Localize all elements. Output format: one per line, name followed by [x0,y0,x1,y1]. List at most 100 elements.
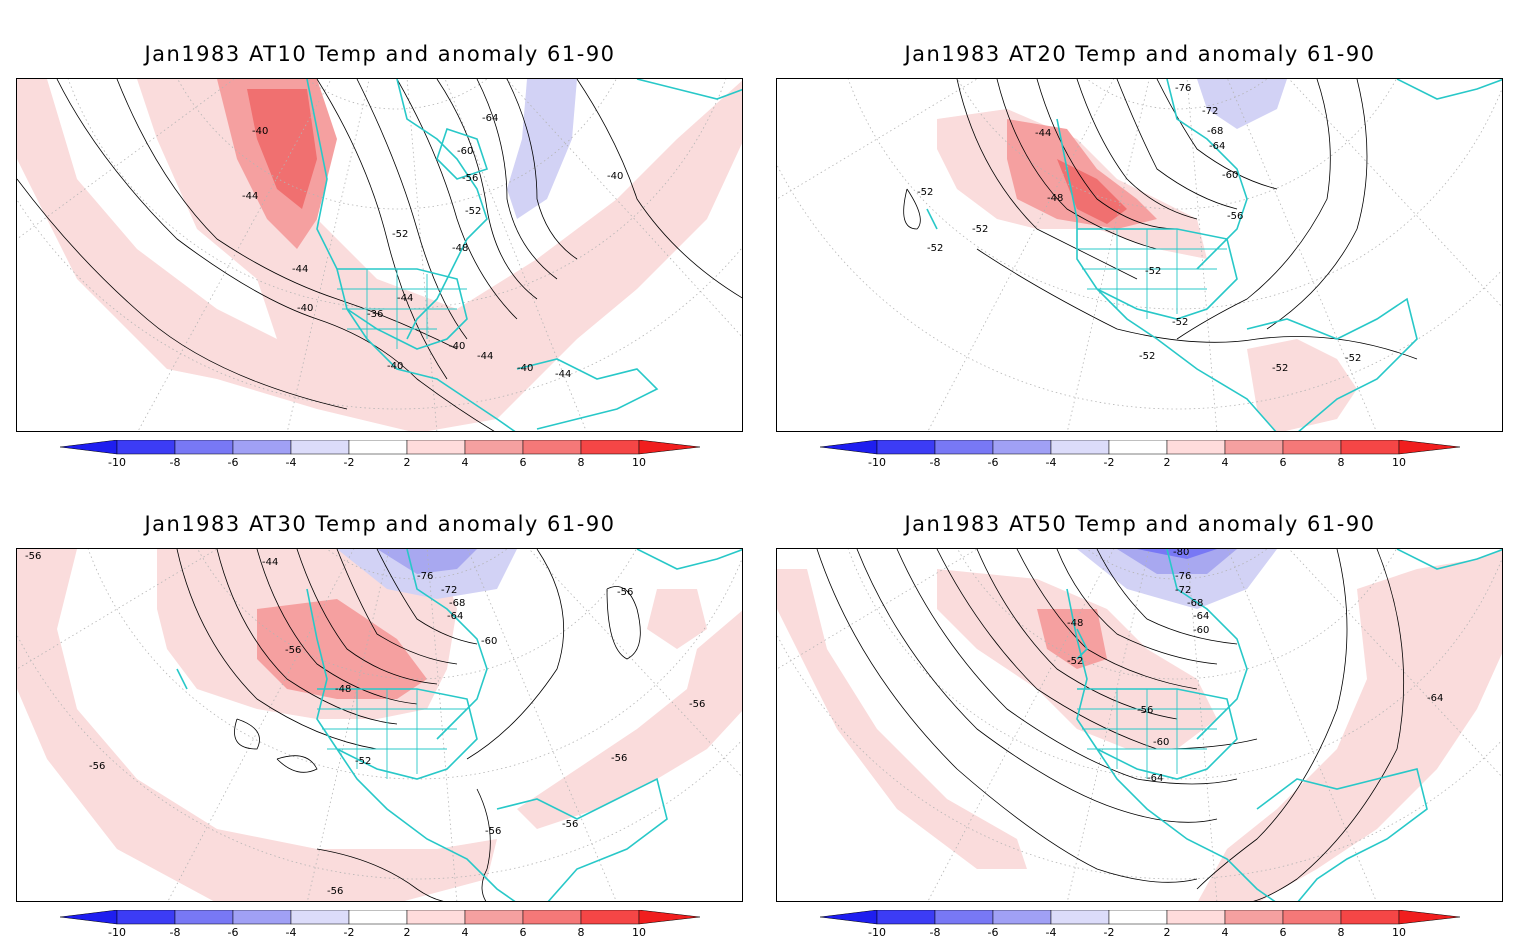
colorbar-bin [934,910,994,925]
colorbar-tick: -4 [1045,926,1057,939]
map-canvas: -56 -44 -76 -72 -68 -64 -60 -56 -48 -52 … [17,549,742,901]
colorbar-tick: -8 [169,926,181,939]
colorbar-graphic [820,440,1460,455]
colorbar-arrow-right [638,440,700,455]
colorbar-tick: 10 [1392,456,1406,469]
colorbar-tick: 4 [461,926,469,939]
contour-label: -56 [689,699,705,710]
map-canvas: -80 -76 -72 -68 -64 -60 -48 -52 -56 -60 … [777,549,1502,901]
colorbar-tick: -10 [108,456,126,469]
contour-label: -64 [447,611,463,622]
contour-label: -64 [1209,141,1225,152]
colorbar-tick: -10 [868,456,886,469]
warm-anomaly-region [1198,549,1502,901]
contour-label: -48 [335,684,351,695]
colorbar-tick: 10 [632,456,646,469]
colorbar-bin [116,440,176,455]
colorbar-tick: 6 [519,456,527,469]
colorbar-bin [464,910,524,925]
colorbar-bin [348,440,408,455]
contour-label: -68 [449,598,465,609]
contour-label: -48 [1047,193,1063,204]
contour-label: -56 [617,587,633,598]
colorbar-tick: 4 [1221,456,1229,469]
contour-label: -60 [1153,737,1169,748]
contour-label: -56 [562,819,578,830]
colorbar-bin [1050,910,1110,925]
colorbar-bin [174,910,234,925]
colorbar-bin [876,440,936,455]
contour-label: -52 [355,756,371,767]
panel-title: Jan1983 AT20 Temp and anomaly 61-90 [904,42,1376,66]
contour-label: -76 [417,571,433,582]
colorbar-bin [934,440,994,455]
colorbar-bin [290,910,350,925]
colorbar-tick: 2 [403,456,411,469]
colorbar-tick: 2 [1163,456,1171,469]
contour-label: -72 [1175,585,1191,596]
colorbar-bin [348,910,408,925]
contour-label: -44 [242,191,258,202]
coastlines [926,79,1502,431]
colorbar-tick: 8 [577,926,585,939]
contour-label: -60 [481,636,497,647]
colorbar-arrow-left [60,440,118,455]
colorbar-tick: 6 [1279,926,1287,939]
warm-anomaly-region [647,589,707,649]
state-borders [1077,689,1227,779]
colorbar-bin [580,910,640,925]
colorbar-tick: -2 [1103,456,1115,469]
colorbar-tick: 10 [632,926,646,939]
colorbar-bin [1166,910,1226,925]
colorbar-tick: 6 [519,926,527,939]
temperature-contours [176,549,641,901]
contour-label: -52 [392,229,408,240]
contour-label: -44 [397,293,413,304]
panel-title: Jan1983 AT50 Temp and anomaly 61-90 [904,512,1376,536]
colorbar-arrow-right [638,910,700,925]
temperature-contours [17,79,742,431]
contour-label: -36 [367,309,383,320]
colorbar-bin [290,440,350,455]
contour-label: -52 [1139,351,1155,362]
panel-at20: Jan1983 AT20 Temp and anomaly 61-90 [760,0,1520,470]
colorbar-bin [992,440,1052,455]
contour-label: -40 [387,361,403,372]
map-at30: -56 -44 -76 -72 -68 -64 -60 -56 -48 -52 … [16,548,743,902]
colorbar-tick: 8 [577,456,585,469]
contour-label: -52 [972,224,988,235]
colorbar-bin [116,910,176,925]
contour-label: -44 [262,557,278,568]
contour-label: -44 [555,369,571,380]
contour-label: -56 [462,173,478,184]
temperature-contours [903,79,1418,360]
contour-label: -44 [1035,128,1051,139]
contour-label: -60 [1193,625,1209,636]
colorbar-bin [522,910,582,925]
colorbar-tick: -2 [1103,926,1115,939]
contour-label: -52 [927,243,943,254]
contour-label: -68 [1187,598,1203,609]
contour-label: -48 [1067,618,1083,629]
warm-anomaly-region [247,89,317,209]
panel-at50: Jan1983 AT50 Temp and anomaly 61-90 [760,470,1520,940]
contour-label: -56 [25,551,41,562]
colorbar-tick: -6 [227,926,239,939]
contour-label: -64 [1427,693,1443,704]
cold-anomaly-region [1197,79,1287,129]
colorbar-bin [174,440,234,455]
colorbar-tick: -10 [868,926,886,939]
colorbar-bin [1224,440,1284,455]
coastlines [306,79,742,431]
contour-label: -40 [517,363,533,374]
contour-label-group: -40 -44 -64 -60 -56 -52 -52 -48 -44 -40 … [242,113,623,380]
colorbar-bin [992,910,1052,925]
colorbar-tick: -6 [987,926,999,939]
contour-label: -76 [1175,83,1191,94]
colorbar-bin [522,440,582,455]
colorbar-tick: 6 [1279,456,1287,469]
colorbar-graphic [820,910,1460,925]
colorbar-tick: 8 [1337,456,1345,469]
panel-at30: Jan1983 AT30 Temp and anomaly 61-90 [0,470,760,940]
colorbar-bin [1340,910,1400,925]
